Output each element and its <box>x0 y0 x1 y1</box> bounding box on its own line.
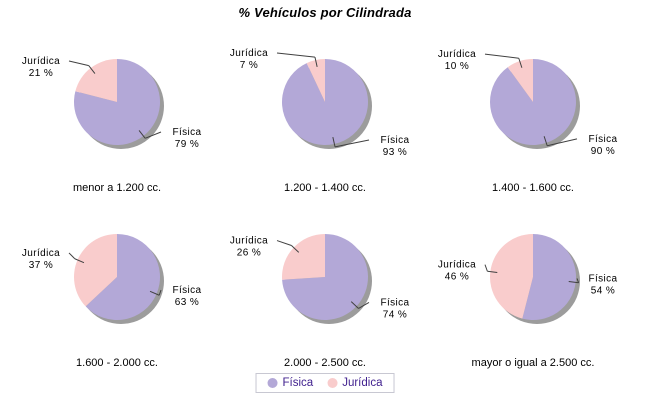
legend-label-juridica: Jurídica <box>342 377 383 389</box>
leader-line-fisica <box>145 131 162 139</box>
leader-tick-fisica <box>149 290 160 296</box>
slice-label-fisica-value: 90 % <box>591 146 615 157</box>
pie-category-label: 1.200 - 1.400 cc. <box>284 182 366 194</box>
slice-label-fisica-value: 54 % <box>591 285 615 296</box>
slice-label-fisica-name: Física <box>380 297 409 308</box>
legend-label-fisica: Física <box>282 377 314 389</box>
legend-item-juridica: Jurídica <box>327 377 382 389</box>
leader-line-juridica <box>484 264 488 272</box>
leader-line-juridica <box>276 240 292 246</box>
legend-item-fisica: Física <box>267 377 314 389</box>
slice-label-juridica-value: 37 % <box>29 260 53 271</box>
slice-label-juridica-value: 10 % <box>445 61 469 72</box>
slice-label-fisica-name: Física <box>172 127 201 138</box>
leader-line-fisica <box>358 302 370 309</box>
leader-line-juridica <box>68 252 76 260</box>
pie-slice-juridica <box>306 59 325 102</box>
slice-label-juridica-name: Jurídica <box>22 56 60 67</box>
pie-slice-fisica <box>522 234 576 320</box>
pie-cell: Jurídica 37 % Física 63 % 1.600 - 2.000 cc. <box>9 203 225 369</box>
slice-label-juridica-name: Jurídica <box>438 260 476 271</box>
legend: Física Jurídica <box>255 373 395 393</box>
leader-line-juridica <box>68 60 89 67</box>
pie-cell: Jurídica 46 % Física 54 % mayor o igual a 2… <box>425 203 641 369</box>
slice-label-juridica-name: Jurídica <box>230 236 268 247</box>
pie-cell: Jurídica 10 % Física 90 % 1.400 - 1.600 cc. <box>425 28 641 194</box>
pie-category-label: 2.000 - 2.500 cc. <box>284 357 366 369</box>
pie-slice-fisica <box>85 234 160 320</box>
legend-swatch-juridica-icon <box>327 378 338 388</box>
leader-tick-juridica <box>487 270 498 273</box>
leader-tick-fisica <box>568 281 579 284</box>
pie-slice-juridica <box>282 234 325 280</box>
legend-swatch-fisica-icon <box>267 378 278 388</box>
slice-label-juridica-name: Jurídica <box>230 48 268 59</box>
pie-slice-juridica <box>75 59 117 102</box>
slice-label-juridica-value: 46 % <box>445 272 469 283</box>
slice-label-juridica-value: 21 % <box>29 68 53 79</box>
leader-tick-juridica <box>88 65 96 74</box>
slice-label-fisica-value: 63 % <box>175 297 199 308</box>
leader-line-fisica <box>158 289 162 296</box>
pie-category-label: 1.400 - 1.600 cc. <box>492 182 574 194</box>
slice-label-fisica-name: Física <box>172 285 201 296</box>
leader-tick-fisica <box>332 137 336 148</box>
pie-slice-juridica <box>489 234 533 319</box>
slice-label-juridica-name: Jurídica <box>438 49 476 60</box>
slice-label-fisica-value: 93 % <box>383 147 407 158</box>
pie-slice-juridica <box>507 59 533 102</box>
chart-title: % Vehículos por Cilindrada <box>238 5 412 20</box>
pie-slice-juridica <box>74 234 117 307</box>
slice-label-fisica-name: Física <box>588 273 617 284</box>
leader-tick-fisica <box>138 130 146 139</box>
slice-label-fisica-value: 74 % <box>383 309 407 320</box>
pie-cell: Jurídica 21 % Física 79 % menor a 1.200 cc. <box>9 28 225 194</box>
pie-category-label: mayor o igual a 2.500 cc. <box>471 357 595 369</box>
pie-category-label: menor a 1.200 cc. <box>72 182 162 194</box>
leader-line-fisica <box>547 138 578 147</box>
leader-tick-juridica <box>291 245 300 253</box>
leader-tick-fisica <box>350 301 359 309</box>
leader-tick-juridica <box>314 56 318 67</box>
slice-label-juridica-value: 7 % <box>240 60 258 71</box>
pie-cell: Jurídica 26 % Física 74 % 2.000 - 2.500 cc. <box>217 203 433 369</box>
slice-label-fisica-name: Física <box>588 134 617 145</box>
leader-tick-juridica <box>74 258 85 264</box>
slice-label-juridica-name: Jurídica <box>22 248 60 259</box>
pie-slice-fisica <box>282 234 368 320</box>
leader-tick-fisica <box>543 136 548 146</box>
leader-tick-juridica <box>518 58 523 68</box>
pie-cell: Jurídica 7 % Física 93 % 1.200 - 1.400 cc. <box>217 28 433 194</box>
pie-category-label: 1.600 - 2.000 cc. <box>76 357 158 369</box>
slice-label-fisica-name: Física <box>380 135 409 146</box>
slice-label-juridica-value: 26 % <box>237 248 261 259</box>
slice-label-fisica-value: 79 % <box>175 139 199 150</box>
leader-line-fisica <box>334 139 370 148</box>
leader-line-juridica <box>276 52 316 58</box>
leader-line-fisica <box>576 278 580 283</box>
leader-line-juridica <box>484 53 519 59</box>
